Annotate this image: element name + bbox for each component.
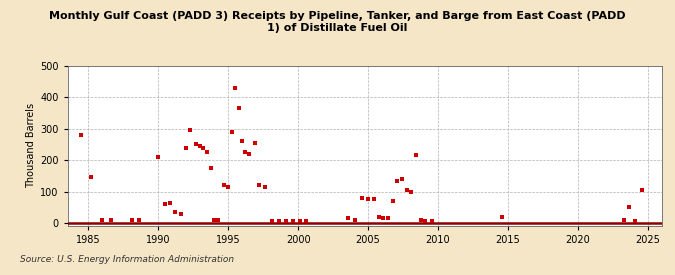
Point — [160, 202, 171, 206]
Point — [105, 218, 116, 223]
Point — [227, 130, 238, 134]
Point — [230, 86, 240, 90]
Point — [280, 219, 291, 224]
Point — [219, 183, 230, 188]
Point — [198, 145, 209, 150]
Point — [402, 188, 412, 192]
Point — [234, 106, 244, 111]
Point — [287, 219, 298, 224]
Point — [176, 211, 186, 216]
Point — [368, 197, 379, 202]
Point — [195, 144, 206, 148]
Point — [630, 219, 641, 224]
Point — [236, 139, 247, 144]
Point — [126, 218, 137, 223]
Point — [190, 142, 201, 147]
Point — [294, 219, 305, 224]
Point — [169, 210, 180, 214]
Point — [301, 219, 312, 224]
Text: Source: U.S. Energy Information Administration: Source: U.S. Energy Information Administ… — [20, 255, 234, 264]
Point — [209, 218, 219, 222]
Point — [206, 166, 217, 170]
Point — [153, 155, 164, 159]
Point — [181, 145, 192, 150]
Point — [76, 133, 87, 137]
Point — [223, 185, 234, 189]
Point — [202, 150, 213, 155]
Point — [378, 216, 389, 221]
Text: Monthly Gulf Coast (PADD 3) Receipts by Pipeline, Tanker, and Barge from East Co: Monthly Gulf Coast (PADD 3) Receipts by … — [49, 11, 626, 33]
Point — [416, 218, 427, 222]
Point — [244, 152, 254, 156]
Point — [134, 218, 144, 223]
Point — [164, 200, 175, 205]
Point — [357, 196, 368, 200]
Point — [343, 216, 354, 221]
Point — [259, 185, 270, 189]
Point — [213, 218, 224, 222]
Point — [427, 219, 437, 224]
Point — [392, 178, 403, 183]
Point — [266, 219, 277, 224]
Point — [637, 188, 647, 192]
Point — [374, 214, 385, 219]
Point — [420, 219, 431, 224]
Point — [406, 189, 416, 194]
Point — [249, 141, 260, 145]
Point — [362, 197, 373, 202]
Point — [185, 128, 196, 133]
Point — [624, 205, 634, 210]
Point — [497, 214, 508, 219]
Y-axis label: Thousand Barrels: Thousand Barrels — [26, 103, 36, 188]
Point — [273, 219, 284, 224]
Point — [350, 218, 361, 222]
Point — [387, 199, 398, 203]
Point — [618, 218, 629, 222]
Point — [240, 150, 250, 155]
Point — [410, 153, 421, 158]
Point — [382, 216, 393, 221]
Point — [97, 218, 108, 223]
Point — [254, 183, 265, 188]
Point — [396, 177, 407, 181]
Point — [86, 175, 97, 180]
